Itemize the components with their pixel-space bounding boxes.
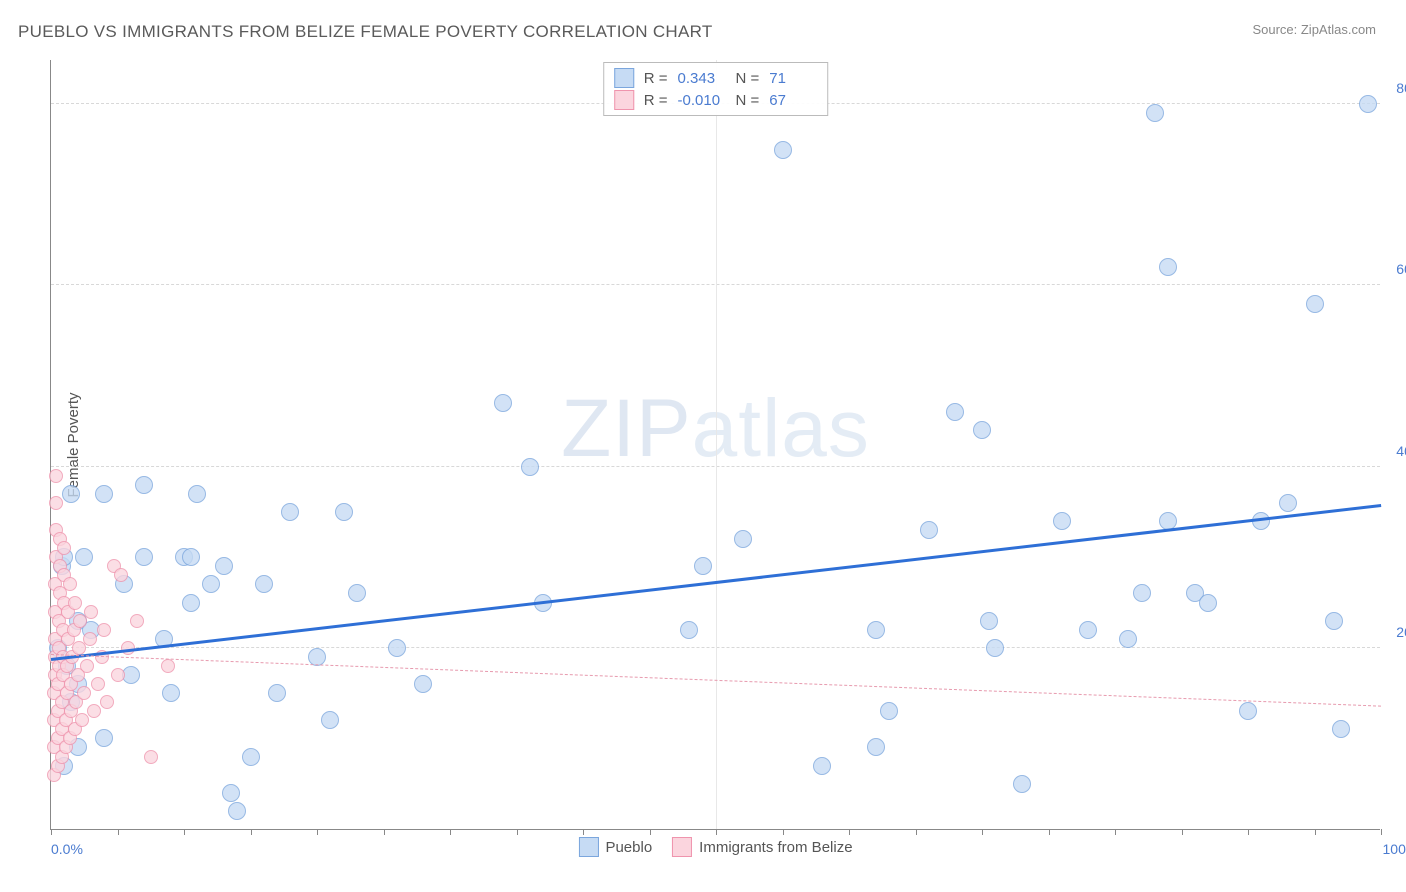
legend-label-belize: Immigrants from Belize [699,839,852,856]
chart-title: PUEBLO VS IMMIGRANTS FROM BELIZE FEMALE … [18,22,713,42]
r-value-pueblo: 0.343 [678,70,726,87]
legend-swatch-pueblo [578,837,598,857]
legend-swatch-belize [672,837,692,857]
stats-row-belize: R = -0.010 N = 67 [614,89,818,111]
stats-legend-box: R = 0.343 N = 71 R = -0.010 N = 67 [603,62,829,116]
y-tick-label: 80.0% [1396,80,1406,96]
plot-area: ZIPatlas Female Poverty 20.0%40.0%60.0%8… [50,60,1380,830]
series-legend: Pueblo Immigrants from Belize [578,837,852,857]
swatch-pueblo [614,68,634,88]
stats-row-pueblo: R = 0.343 N = 71 [614,67,818,89]
swatch-belize [614,90,634,110]
source-attribution: Source: ZipAtlas.com [1252,22,1376,37]
x-axis-min-label: 0.0% [51,841,83,857]
trend-lines [51,60,1380,829]
n-value-belize: 67 [769,92,817,109]
y-tick-label: 60.0% [1396,261,1406,277]
trendline-pueblo [51,504,1381,661]
legend-label-pueblo: Pueblo [605,839,652,856]
legend-item-belize: Immigrants from Belize [672,837,852,857]
legend-item-pueblo: Pueblo [578,837,652,857]
y-tick-label: 20.0% [1396,624,1406,640]
trendline-belize [51,654,1381,707]
y-tick-label: 40.0% [1396,443,1406,459]
r-value-belize: -0.010 [678,92,726,109]
x-axis-max-label: 100.0% [1383,841,1406,857]
n-value-pueblo: 71 [769,70,817,87]
